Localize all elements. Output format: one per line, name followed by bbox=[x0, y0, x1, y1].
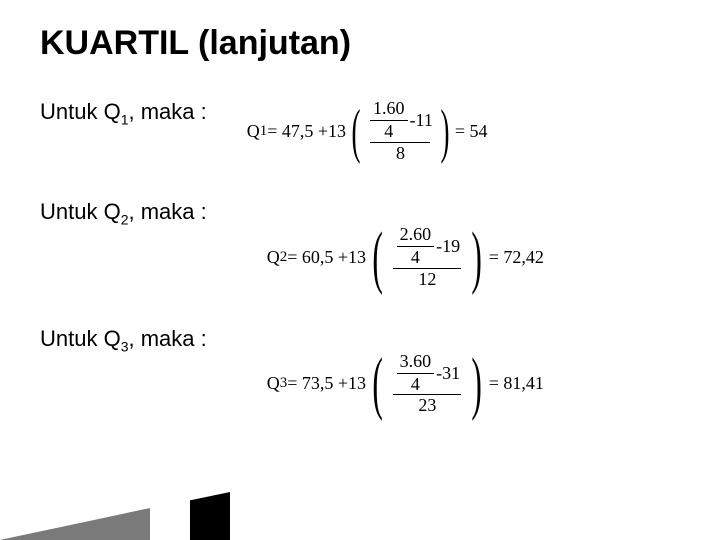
q1-paren-body: 1.60 4 -11 8 bbox=[366, 99, 435, 163]
q2-label-pre: Untuk Q bbox=[40, 199, 121, 224]
q2-result: = 72,42 bbox=[489, 247, 544, 268]
slide-title: KUARTIL (lanjutan) bbox=[40, 24, 680, 63]
q1-minus: -11 bbox=[410, 110, 433, 131]
q2-label: Untuk Q2, maka : bbox=[40, 199, 207, 227]
q2-lhs: Q bbox=[267, 247, 280, 268]
q1-result: = 54 bbox=[455, 121, 488, 142]
q2-formula: Q2 = 60,5 +13 ( 2.60 4 -19 12 bbox=[267, 225, 544, 289]
q1-lhs: Q bbox=[247, 121, 260, 142]
q2-lhs-sub: 2 bbox=[280, 249, 288, 266]
q3-formula: Q3 = 73,5 +13 ( 3.60 4 -31 23 bbox=[267, 352, 544, 416]
q1-label-sub: 1 bbox=[121, 111, 129, 127]
corner-wedge-gray bbox=[0, 508, 150, 540]
q3-inner-num: 3.60 bbox=[397, 352, 435, 374]
q3-inner-den: 4 bbox=[411, 374, 420, 395]
left-paren-icon: ( bbox=[372, 356, 382, 412]
q2-inner-den: 4 bbox=[411, 247, 420, 268]
q3-inner-frac: 3.60 4 bbox=[397, 352, 435, 395]
q1-label-pre: Untuk Q bbox=[40, 99, 121, 124]
q3-result: = 81,41 bbox=[489, 373, 544, 394]
q1-paren: ( 1.60 4 -11 8 ) bbox=[346, 99, 455, 163]
q2-paren-body: 2.60 4 -19 12 bbox=[389, 225, 465, 289]
q1-row: Untuk Q1, maka : Q1 = 47,5 +13 ( 1.60 4 … bbox=[40, 99, 680, 163]
q1-label-post: , maka : bbox=[129, 99, 207, 124]
q3-row: Untuk Q3, maka : Q3 = 73,5 +13 ( 3.60 4 … bbox=[40, 326, 680, 416]
slide: KUARTIL (lanjutan) Untuk Q1, maka : Q1 =… bbox=[0, 0, 720, 540]
q3-label-sub: 3 bbox=[121, 338, 129, 354]
q2-label-post: , maka : bbox=[129, 199, 207, 224]
left-paren-icon: ( bbox=[352, 107, 361, 155]
q1-outer-den: 8 bbox=[396, 143, 405, 164]
q1-inner-frac: 1.60 4 bbox=[370, 99, 408, 142]
q3-top-row: 3.60 4 -31 bbox=[395, 352, 461, 395]
q1-top-row: 1.60 4 -11 bbox=[368, 99, 433, 142]
q1-formula: Q1 = 47,5 +13 ( 1.60 4 -11 8 bbox=[247, 99, 488, 163]
q2-label-sub: 2 bbox=[121, 212, 129, 228]
q3-paren: ( 3.60 4 -31 23 ) bbox=[366, 352, 489, 416]
q3-outer-frac: 23 bbox=[391, 394, 463, 416]
q1-outer-frac: 8 bbox=[368, 142, 433, 164]
q1-label: Untuk Q1, maka : bbox=[40, 99, 207, 127]
q3-label: Untuk Q3, maka : bbox=[40, 326, 207, 354]
q2-base: = 60,5 +13 bbox=[287, 247, 366, 268]
q3-label-pre: Untuk Q bbox=[40, 326, 121, 351]
q3-lhs-sub: 3 bbox=[280, 375, 288, 392]
q2-inner-num: 2.60 bbox=[397, 225, 435, 247]
q2-top-row: 2.60 4 -19 bbox=[395, 225, 461, 268]
q2-inner-frac: 2.60 4 bbox=[397, 225, 435, 268]
q3-label-post: , maka : bbox=[129, 326, 207, 351]
q2-minus: -19 bbox=[436, 236, 460, 257]
right-paren-icon: ) bbox=[472, 230, 482, 286]
q2-outer-den: 12 bbox=[418, 269, 436, 290]
q2-row: Untuk Q2, maka : Q2 = 60,5 +13 ( 2.60 4 … bbox=[40, 199, 680, 289]
q1-base: = 47,5 +13 bbox=[267, 121, 346, 142]
q3-paren-body: 3.60 4 -31 23 bbox=[389, 352, 465, 416]
q3-outer-den: 23 bbox=[418, 395, 436, 416]
q2-paren: ( 2.60 4 -19 12 ) bbox=[366, 225, 489, 289]
q3-base: = 73,5 +13 bbox=[287, 373, 366, 394]
left-paren-icon: ( bbox=[372, 230, 382, 286]
q1-inner-num: 1.60 bbox=[370, 99, 408, 121]
q3-lhs: Q bbox=[267, 373, 280, 394]
q3-minus: -31 bbox=[436, 363, 460, 384]
q1-inner-den: 4 bbox=[384, 121, 393, 142]
right-paren-icon: ) bbox=[472, 356, 482, 412]
q2-outer-frac: 12 bbox=[391, 268, 463, 290]
q1-lhs-sub: 1 bbox=[260, 123, 268, 140]
right-paren-icon: ) bbox=[440, 107, 449, 155]
